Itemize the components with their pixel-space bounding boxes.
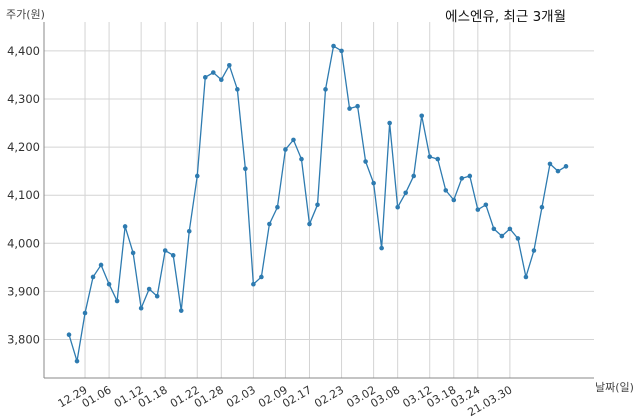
- data-point: [283, 147, 288, 152]
- x-tick-label: 02.03: [224, 383, 258, 410]
- data-point: [435, 156, 441, 162]
- x-axis-label: 날짜(일): [595, 381, 634, 394]
- data-point: [90, 274, 96, 280]
- data-point: [475, 207, 481, 212]
- grid-lines: [44, 22, 594, 378]
- data-point: [267, 221, 272, 227]
- y-tick-labels: 3,800 3,900 4,000 4,100 4,200 4,300 4,400: [7, 44, 40, 347]
- data-point: [419, 113, 425, 119]
- y-tick-label: 4,100: [7, 188, 40, 202]
- data-point: [154, 293, 160, 299]
- chart-title: 에스엔유, 최근 3개월: [445, 9, 566, 25]
- data-point: [539, 204, 545, 210]
- data-point: [275, 204, 280, 210]
- data-point: [219, 77, 224, 83]
- data-point: [563, 164, 569, 169]
- y-tick-label: 4,200: [7, 140, 40, 154]
- data-point: [66, 332, 72, 338]
- data-point: [515, 236, 521, 241]
- data-point: [178, 308, 184, 313]
- data-point: [323, 87, 328, 92]
- data-point: [243, 166, 248, 172]
- data-point: [227, 62, 232, 68]
- data-point: [114, 298, 120, 304]
- data-point: [235, 87, 240, 92]
- data-point: [307, 221, 312, 227]
- data-point: [499, 233, 505, 239]
- data-point: [251, 281, 256, 287]
- y-tick-label: 4,400: [7, 44, 40, 58]
- data-point: [146, 286, 152, 292]
- data-point: [371, 180, 376, 186]
- data-point: [459, 176, 465, 181]
- data-point: [427, 154, 433, 160]
- data-point: [74, 358, 80, 364]
- data-point: [363, 159, 368, 164]
- data-point: [531, 248, 537, 253]
- data-point: [186, 228, 192, 234]
- data-point: [259, 274, 264, 280]
- data-point: [138, 305, 144, 311]
- data-point: [130, 250, 136, 256]
- y-tick-label: 4,300: [7, 92, 40, 106]
- data-point: [339, 48, 344, 54]
- data-point: [491, 226, 497, 232]
- data-point: [507, 226, 513, 232]
- y-tick-label: 3,800: [7, 333, 40, 347]
- y-tick-label: 3,900: [7, 284, 40, 298]
- data-point: [331, 43, 336, 49]
- x-tick-labels: 12.2901.0601.1201.1801.2201.2802.0302.09…: [56, 383, 515, 419]
- data-point: [202, 75, 208, 80]
- data-point: [162, 248, 168, 253]
- data-point: [483, 202, 489, 208]
- data-point: [122, 224, 128, 229]
- y-axis-label: 주가(원): [6, 8, 45, 21]
- data-point: [547, 161, 553, 167]
- data-point: [379, 245, 384, 251]
- data-point: [170, 253, 176, 258]
- y-tick-label: 4,000: [7, 236, 40, 250]
- data-point: [315, 202, 320, 208]
- data-point: [523, 274, 529, 280]
- data-point: [387, 120, 392, 126]
- data-point: [210, 70, 216, 75]
- data-point: [355, 103, 360, 109]
- data-point: [299, 156, 304, 162]
- data-point: [555, 168, 561, 174]
- data-point: [395, 204, 400, 210]
- data-point: [82, 310, 88, 316]
- data-point: [467, 173, 473, 179]
- price-series-points: [66, 43, 569, 364]
- data-point: [347, 106, 352, 111]
- data-point: [98, 262, 104, 268]
- axes: [43, 22, 594, 379]
- x-tick-label: 02.23: [312, 383, 346, 410]
- data-point: [403, 190, 408, 196]
- data-point: [291, 137, 296, 143]
- data-point: [451, 197, 457, 203]
- data-point: [106, 281, 112, 287]
- data-point: [194, 173, 200, 179]
- data-point: [443, 188, 449, 193]
- data-point: [411, 173, 416, 179]
